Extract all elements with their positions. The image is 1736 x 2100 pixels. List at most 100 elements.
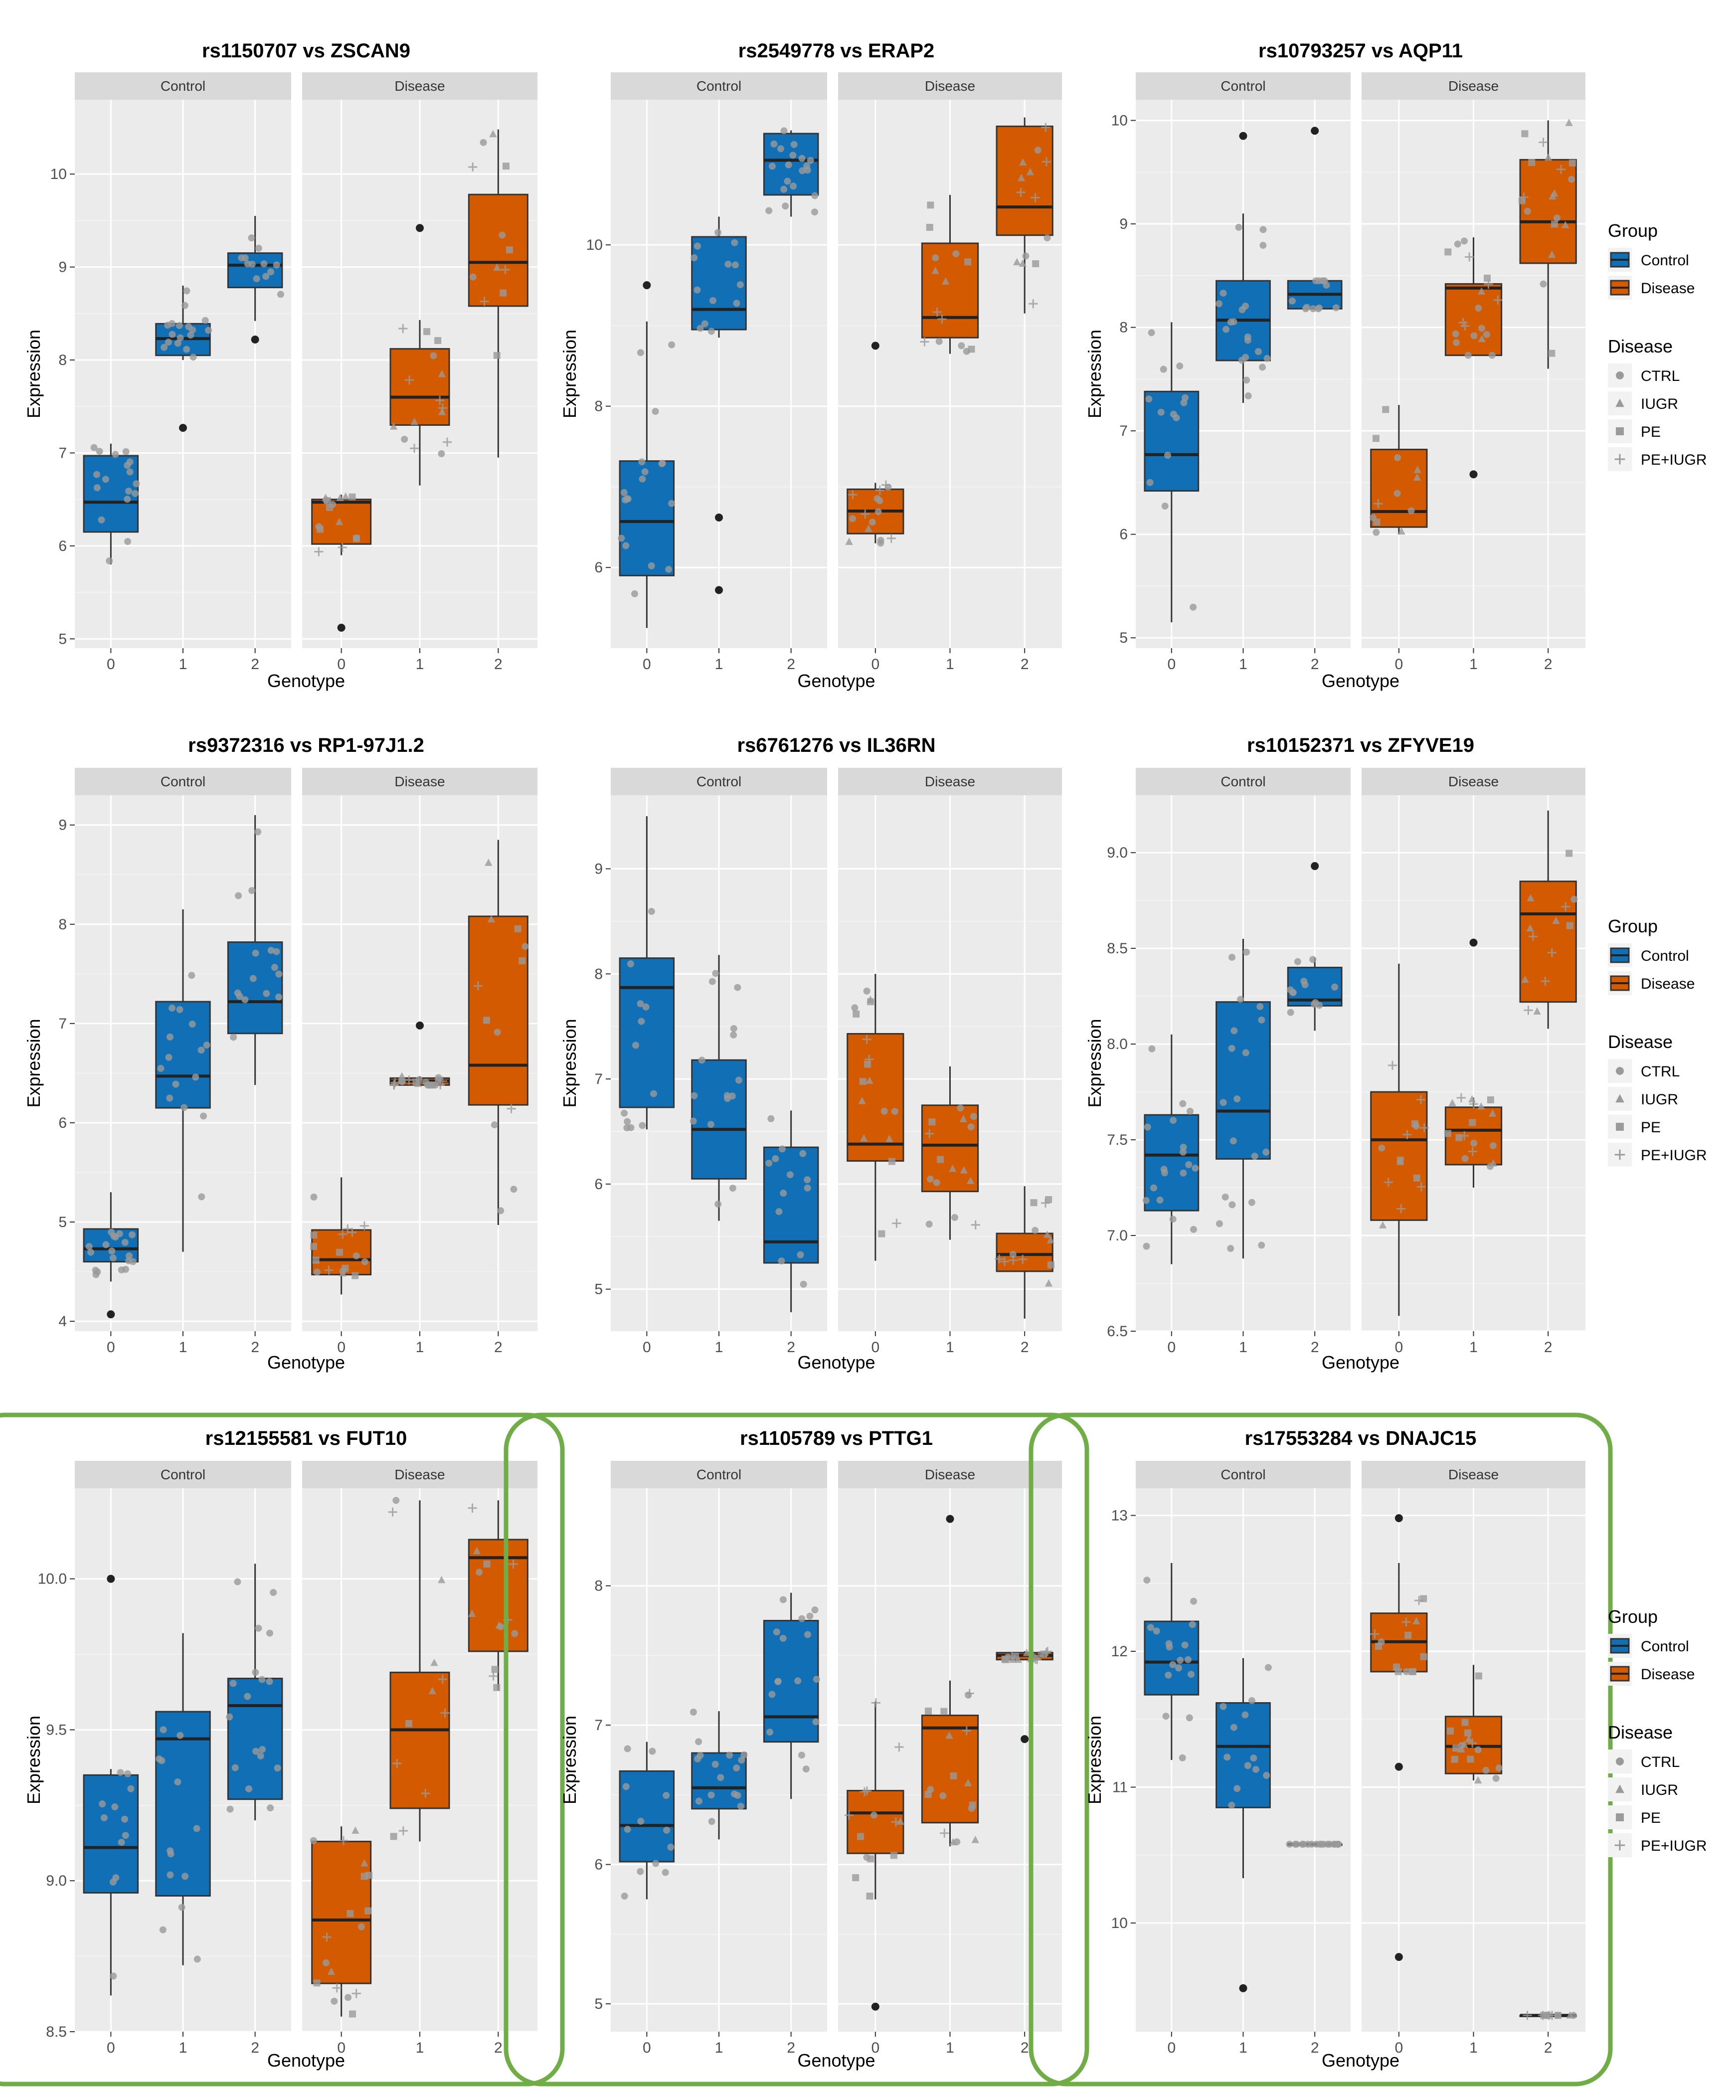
jitter-point (942, 277, 950, 285)
jitter-point (798, 1615, 806, 1622)
jitter-point (124, 538, 132, 545)
x-tick-label: 2 (494, 2040, 503, 2056)
jitter-point (98, 516, 105, 524)
jitter-point (1303, 304, 1311, 311)
jitter-point (398, 1826, 408, 1836)
jitter-point (1316, 1002, 1323, 1009)
jitter-point (1017, 174, 1026, 181)
y-tick-label: 9.0 (1107, 845, 1128, 861)
jitter-point (1315, 305, 1322, 313)
jitter-point (390, 1078, 400, 1087)
jitter-point (165, 1053, 173, 1061)
jitter-point (1489, 1159, 1497, 1167)
box-disease-2 (468, 840, 529, 1225)
x-tick-label: 2 (1311, 2040, 1319, 2056)
outlier-point (715, 513, 723, 522)
outlier-point (416, 1021, 424, 1030)
jitter-point (1539, 138, 1548, 147)
jitter-point (235, 892, 242, 899)
x-tick-label: 1 (1239, 656, 1247, 673)
jitter-point (274, 1764, 281, 1772)
jitter-point (1148, 1045, 1156, 1052)
x-tick-label: 1 (179, 1339, 187, 1356)
facet-strip (1362, 72, 1585, 100)
jitter-point (1228, 1045, 1235, 1052)
jitter-point (766, 1729, 774, 1736)
x-tick-label: 2 (494, 1339, 503, 1356)
x-tick-label: 2 (787, 2040, 795, 2056)
legend-shape-plus (1614, 1840, 1625, 1851)
x-tick-label: 0 (643, 656, 651, 673)
legend-disease-label: PE (1641, 1810, 1661, 1826)
jitter-point (667, 1843, 675, 1851)
box-control-2 (226, 1564, 283, 1821)
legend-disease-label: PE+IUGR (1641, 1147, 1707, 1164)
y-axis-title: Expression (1084, 1716, 1105, 1804)
jitter-point (1460, 1131, 1469, 1141)
jitter-point (804, 1176, 811, 1184)
jitter-point (1228, 1201, 1236, 1209)
jitter-point (494, 1029, 501, 1036)
jitter-point (1488, 351, 1496, 359)
legend-disease-label: CTRL (1641, 368, 1680, 384)
boxplot-chart-5: rs10152371 vs ZFYVE19 Control 0 1 2 Disease 0 1… (1084, 734, 1585, 1373)
y-axis-title: Expression (1084, 1019, 1105, 1107)
jitter-point (409, 444, 419, 453)
jitter-point (1147, 1624, 1154, 1631)
jitter-point (1394, 454, 1401, 461)
jitter-point (1227, 1245, 1234, 1252)
jitter-point (1382, 406, 1389, 413)
jitter-point (1023, 1648, 1031, 1656)
jitter-point (888, 1158, 895, 1165)
facet-strip-label: Disease (394, 78, 445, 94)
jitter-point (1521, 130, 1529, 138)
facet-strip-label: Disease (925, 774, 975, 789)
jitter-point (361, 1258, 368, 1265)
legend-group-label: Control (1641, 1638, 1689, 1655)
jitter-point (1045, 1196, 1052, 1204)
x-tick-label: 0 (871, 656, 879, 673)
jitter-point (933, 1179, 940, 1186)
facet-control: Control 0 1 2 (1136, 768, 1351, 1356)
legends-layer: Group Control Disease Disease CTRL IUGR PE PE+I… (1608, 220, 1707, 1857)
jitter-point (1566, 2011, 1574, 2019)
facet-control: Control 0 1 2 (75, 768, 291, 1356)
jitter-point (812, 1718, 820, 1726)
jitter-point (390, 1833, 397, 1840)
jitter-point (244, 1693, 251, 1700)
jitter-point (255, 244, 262, 252)
jitter-point (507, 1104, 516, 1113)
jitter-point (1467, 1755, 1474, 1763)
jitter-point (960, 1166, 968, 1174)
jitter-point (122, 1832, 129, 1839)
jitter-point (348, 493, 356, 501)
jitter-point (245, 1785, 253, 1792)
box-disease-1 (921, 1515, 979, 1847)
jitter-point (957, 1104, 964, 1112)
box-disease-2 (1519, 810, 1578, 1029)
jitter-point (649, 1748, 656, 1755)
jitter-point (326, 504, 333, 511)
jitter-point (1146, 479, 1154, 486)
jitter-point (1189, 1621, 1196, 1628)
jitter-point (1523, 2011, 1532, 2020)
x-tick-label: 2 (1544, 1339, 1553, 1356)
jitter-point (1160, 365, 1167, 373)
jitter-point (1482, 1766, 1490, 1774)
jitter-point (132, 490, 139, 497)
jitter-point (410, 417, 418, 425)
jitter-point (668, 341, 676, 349)
jitter-point (230, 1034, 237, 1041)
jitter-point (345, 1994, 352, 2001)
jitter-point (1456, 1093, 1466, 1102)
y-tick-label: 11 (1112, 1779, 1128, 1796)
jitter-point (937, 1156, 944, 1163)
jitter-point (158, 1757, 166, 1764)
jitter-point (958, 342, 965, 350)
jitter-point (521, 943, 529, 950)
jitter-point (476, 1569, 483, 1576)
jitter-point (1570, 895, 1578, 903)
y-tick-label: 9 (58, 259, 67, 276)
jitter-point (310, 1193, 318, 1201)
jitter-point (1528, 159, 1536, 167)
